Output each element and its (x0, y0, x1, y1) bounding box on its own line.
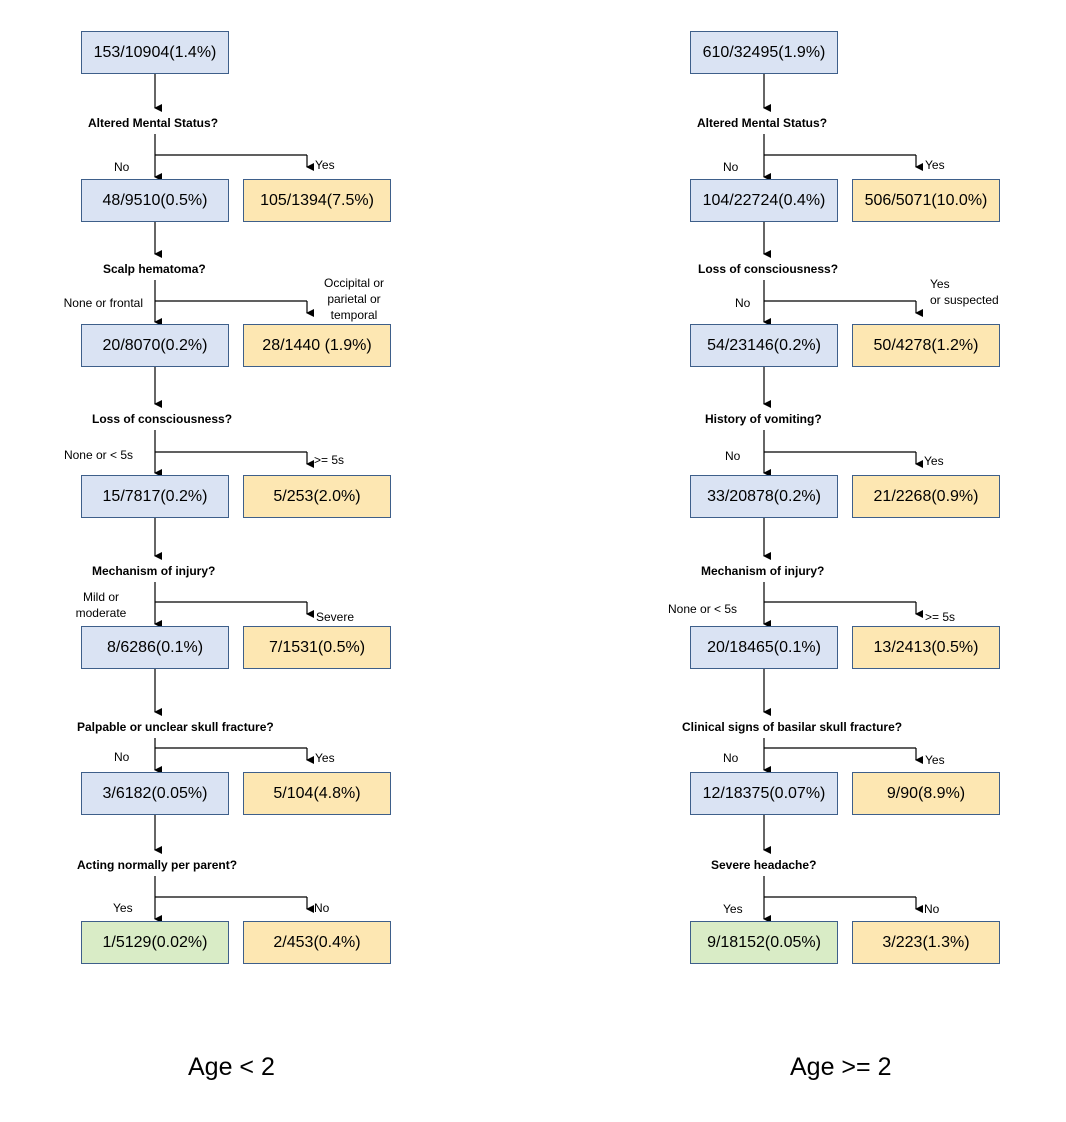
left-high-box-3: 7/1531(0.5%) (243, 626, 391, 669)
left-high-box-1: 28/1440 (1.9%) (243, 324, 391, 367)
left-high-branch-label-0: Yes (315, 158, 335, 172)
right-high-branch-label-5: No (924, 902, 940, 916)
left-low-box-3: 8/6286(0.1%) (81, 626, 229, 669)
left-low-branch-label-4: No (114, 750, 130, 764)
right-low-box-1: 54/23146(0.2%) (690, 324, 838, 367)
left-question-2: Loss of consciousness? (92, 412, 233, 426)
right-caption: Age >= 2 (790, 1053, 892, 1081)
right-question-4: Clinical signs of basilar skull fracture… (682, 720, 903, 734)
right-high-branch-label-0: Yes (925, 158, 945, 172)
left-high-box-0: 105/1394(7.5%) (243, 179, 391, 222)
left-question-3: Mechanism of injury? (92, 564, 216, 578)
right-low-box-3: 20/18465(0.1%) (690, 626, 838, 669)
right-question-5: Severe headache? (711, 858, 817, 872)
left-high-branch-label-4: Yes (315, 751, 335, 765)
left-high-box-4: 5/104(4.8%) (243, 772, 391, 815)
left-low-branch-label-5: Yes (113, 901, 133, 915)
right-high-box-1: 50/4278(1.2%) (852, 324, 1000, 367)
left-question-0: Altered Mental Status? (88, 116, 219, 130)
left-question-4: Palpable or unclear skull fracture? (77, 720, 274, 734)
right-question-0: Altered Mental Status? (697, 116, 828, 130)
right-high-box-4: 9/90(8.9%) (852, 772, 1000, 815)
right-low-branch-label-5: Yes (723, 902, 743, 916)
right-high-branch-label-4: Yes (925, 753, 945, 767)
right-low-box-0: 104/22724(0.4%) (690, 179, 838, 222)
right-high-branch-label-2: Yes (924, 454, 944, 468)
left-high-box-5: 2/453(0.4%) (243, 921, 391, 964)
left-high-branch-label-2: >= 5s (314, 453, 345, 467)
right-high-box-2: 21/2268(0.9%) (852, 475, 1000, 518)
left-high-branch-label-5: No (314, 901, 330, 915)
right-low-box-2: 33/20878(0.2%) (690, 475, 838, 518)
right-question-2: History of vomiting? (705, 412, 822, 426)
right-low-branch-label-4: No (723, 751, 739, 765)
right-high-box-3: 13/2413(0.5%) (852, 626, 1000, 669)
left-low-branch-label-2: None or < 5s (63, 448, 133, 462)
left-high-branch-label-3: Severe (316, 610, 355, 624)
left-low-branch-label-0: No (114, 160, 130, 174)
right-low-box-4: 12/18375(0.07%) (690, 772, 838, 815)
left-high-box-2: 5/253(2.0%) (243, 475, 391, 518)
left-low-box-2: 15/7817(0.2%) (81, 475, 229, 518)
left-low-box-4: 3/6182(0.05%) (81, 772, 229, 815)
right-question-3: Mechanism of injury? (701, 564, 825, 578)
left-root-box: 153/10904(1.4%) (81, 31, 229, 74)
right-root-box: 610/32495(1.9%) (690, 31, 838, 74)
right-high-box-5: 3/223(1.3%) (852, 921, 1000, 964)
left-question-5: Acting normally per parent? (77, 858, 238, 872)
left-low-box-0: 48/9510(0.5%) (81, 179, 229, 222)
left-low-branch-label-3: Mild or moderate (75, 590, 127, 620)
right-low-box-5: 9/18152(0.05%) (690, 921, 838, 964)
right-low-branch-label-2: No (725, 449, 741, 463)
right-high-branch-label-1: Yes or suspected (930, 277, 999, 307)
right-question-1: Loss of consciousness? (698, 262, 839, 276)
right-low-branch-label-3: None or < 5s (668, 602, 738, 616)
right-high-box-0: 506/5071(10.0%) (852, 179, 1000, 222)
left-caption: Age < 2 (188, 1053, 275, 1081)
right-low-branch-label-0: No (723, 160, 739, 174)
left-high-branch-label-1: Occipital or parietal or temporal (323, 276, 385, 322)
left-question-1: Scalp hematoma? (103, 262, 206, 276)
left-low-box-5: 1/5129(0.02%) (81, 921, 229, 964)
right-low-branch-label-1: No (735, 296, 751, 310)
right-high-branch-label-3: >= 5s (925, 610, 956, 624)
left-low-box-1: 20/8070(0.2%) (81, 324, 229, 367)
left-low-branch-label-1: None or frontal (63, 296, 143, 310)
